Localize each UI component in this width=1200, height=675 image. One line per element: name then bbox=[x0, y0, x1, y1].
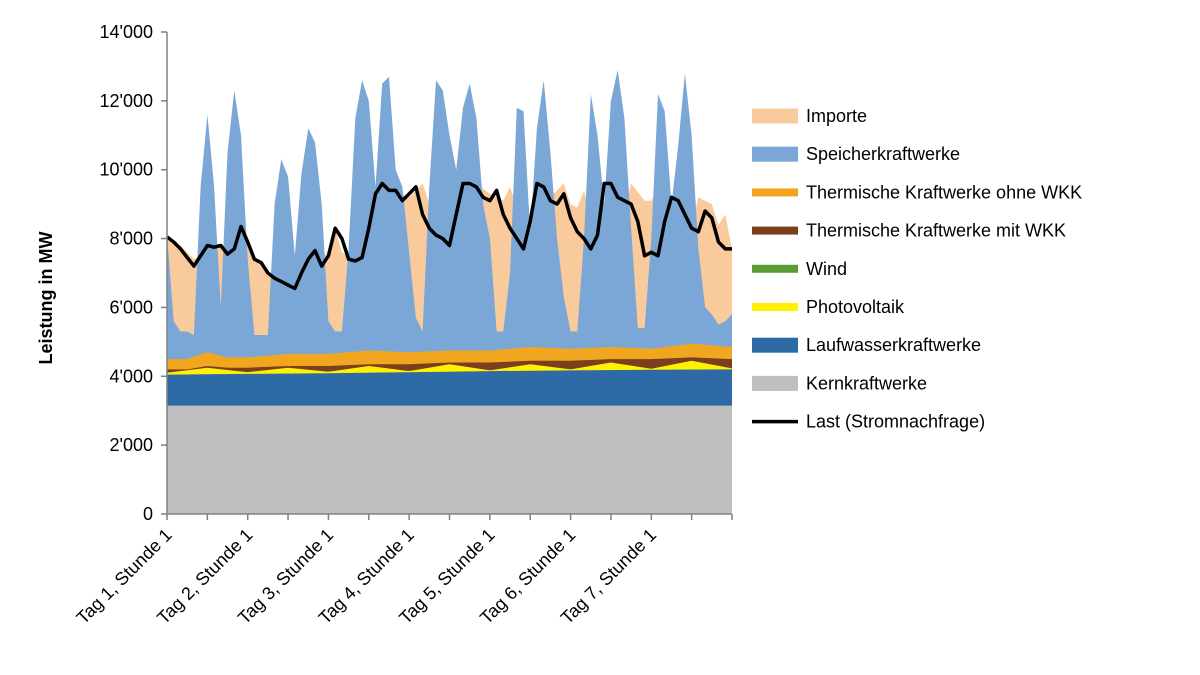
legend-swatch-speicherkraftwerke bbox=[752, 146, 798, 162]
legend-label-thermische-kraftwerke-mit-wkk: Thermische Kraftwerke mit WKK bbox=[806, 221, 1066, 241]
legend-swatch-thermische-kraftwerke-ohne-wkk bbox=[752, 188, 798, 197]
plot-areas bbox=[167, 69, 732, 515]
legend-label-last-stromnachfrage: Last (Stromnachfrage) bbox=[806, 412, 985, 432]
y-tick-label: 0 bbox=[143, 504, 153, 524]
legend-swatch-kernkraftwerke bbox=[752, 375, 798, 391]
legend-label-thermische-kraftwerke-ohne-wkk: Thermische Kraftwerke ohne WKK bbox=[806, 182, 1082, 202]
y-tick-label: 2'000 bbox=[110, 435, 153, 455]
legend-swatch-photovoltaik bbox=[752, 303, 798, 311]
y-tick-labels: 0 2'000 4'000 6'000 8'000 10'000 12'000 14'000 bbox=[100, 22, 154, 524]
legend-swatch-laufwasserkraftwerke bbox=[752, 337, 798, 353]
axes bbox=[161, 31, 733, 520]
y-tick-label: 8'000 bbox=[110, 229, 153, 249]
y-tick-label: 10'000 bbox=[100, 160, 154, 180]
legend: Importe Speicherkraftwerke Thermische Kraf… bbox=[752, 106, 1082, 432]
load-line-group bbox=[165, 181, 732, 291]
legend-label-importe: Importe bbox=[806, 106, 867, 126]
legend-swatch-wind bbox=[752, 264, 798, 273]
legend-swatch-importe bbox=[752, 108, 798, 124]
y-tick-label: 6'000 bbox=[110, 297, 153, 317]
line-last-stromnachfrage bbox=[165, 181, 732, 291]
legend-label-wind: Wind bbox=[806, 259, 847, 279]
legend-label-photovoltaik: Photovoltaik bbox=[806, 297, 905, 317]
y-tick-label: 4'000 bbox=[110, 366, 153, 386]
legend-label-speicherkraftwerke: Speicherkraftwerke bbox=[806, 144, 960, 164]
y-axis-label: Leistung in MW bbox=[36, 232, 56, 365]
legend-label-laufwasserkraftwerke: Laufwasserkraftwerke bbox=[806, 335, 981, 355]
legend-label-kernkraftwerke: Kernkraftwerke bbox=[806, 373, 927, 393]
area-kernkraftwerke bbox=[167, 405, 732, 514]
y-tick-label: 14'000 bbox=[100, 22, 154, 42]
y-tick-label: 12'000 bbox=[100, 91, 154, 111]
legend-swatch-thermische-kraftwerke-mit-wkk bbox=[752, 226, 798, 235]
